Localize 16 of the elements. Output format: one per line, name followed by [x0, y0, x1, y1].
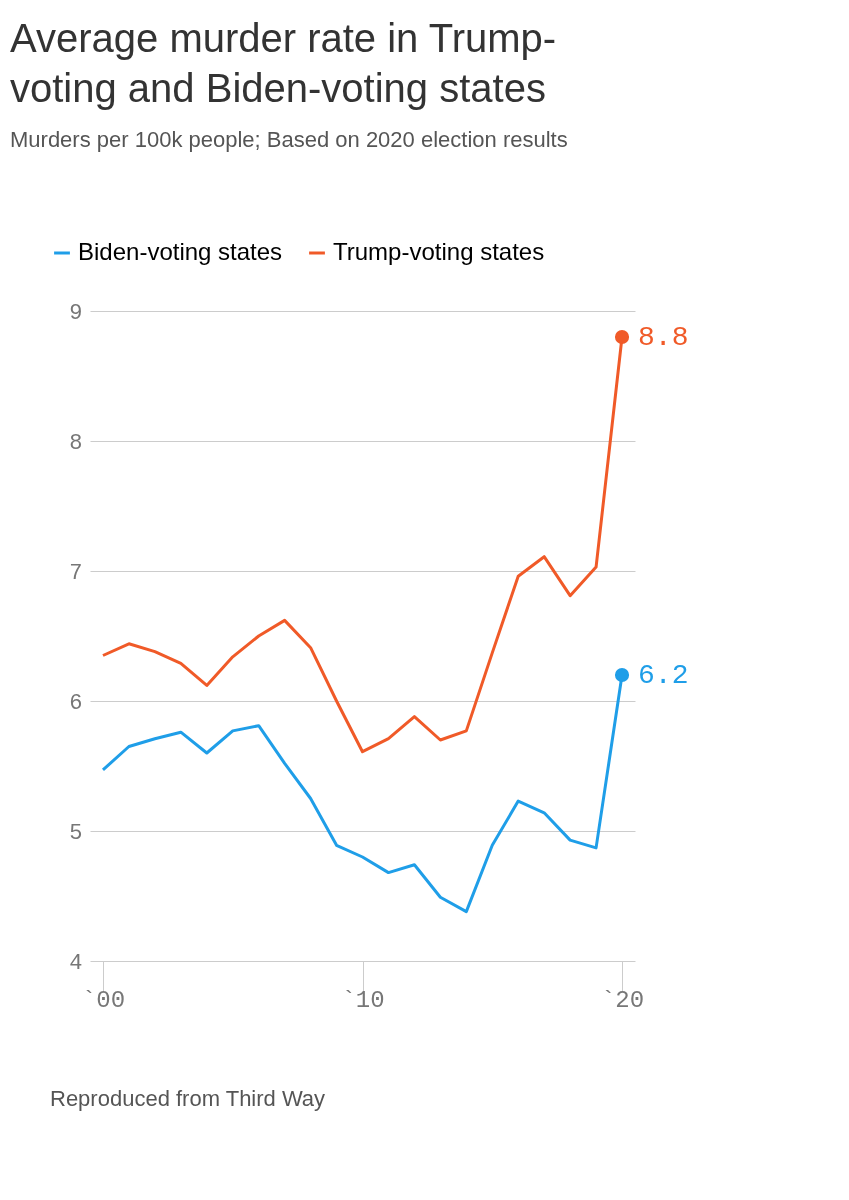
y-tick-label: 8 [69, 430, 83, 456]
chart-title: Average murder rate in Trump-voting and Biden-voting states [10, 16, 557, 110]
data-label: 6.2 [638, 660, 689, 691]
x-tick-label: `00 [81, 986, 126, 1014]
y-tick-label: 6 [69, 690, 83, 716]
data-label: 8.8 [638, 322, 689, 353]
x-tick-label: `10 [341, 986, 385, 1014]
x-tick-label: `20 [600, 986, 645, 1014]
y-tick-label: 9 [69, 300, 83, 326]
y-tick-label: 7 [69, 560, 83, 586]
legend-label: Biden-voting states [78, 238, 283, 265]
text: Reproduced from Third Way [50, 1086, 326, 1111]
y-tick-label: 5 [69, 820, 83, 846]
y-tick-label: 4 [69, 950, 83, 976]
legend-label: Trump-voting states [333, 238, 545, 265]
chart-subtitle: Murders per 100k people; Based on 2020 election results [10, 127, 568, 152]
